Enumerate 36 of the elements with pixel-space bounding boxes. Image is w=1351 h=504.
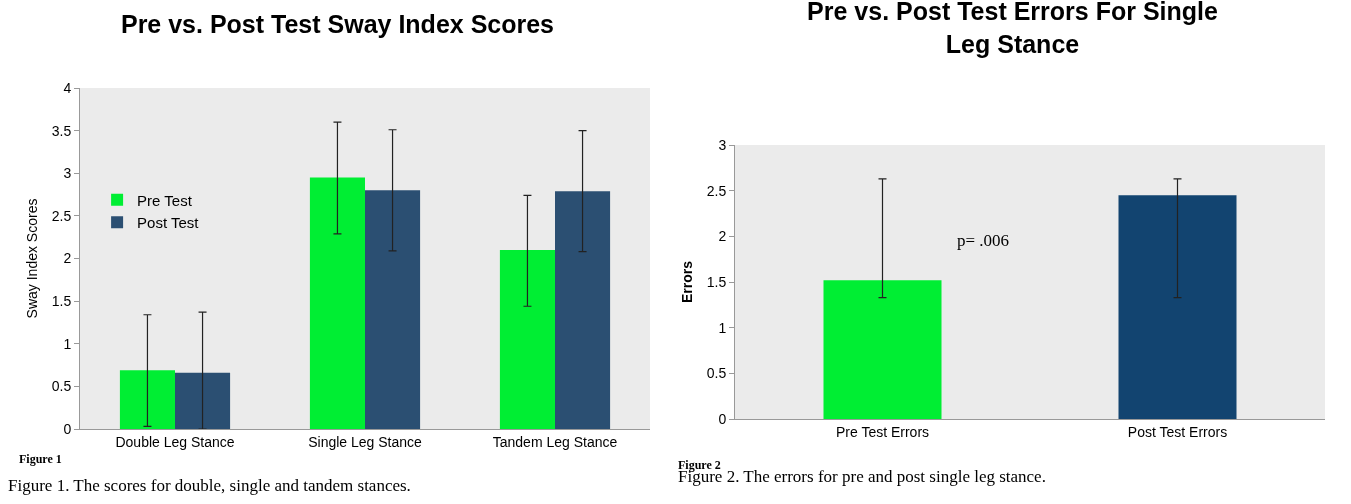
x-tick-label: Pre Test Errors xyxy=(835,423,930,440)
y-tick-label: 0.5 xyxy=(706,365,727,382)
y-tick-label: 3 xyxy=(718,136,727,153)
caption: Figure 1. The scores for double, single and tandem stances. xyxy=(8,476,411,495)
annotation: p= .006 xyxy=(957,231,1010,250)
y-axis-title: Sway Index Scores xyxy=(24,198,41,319)
bar xyxy=(365,190,421,429)
y-tick-label: 2 xyxy=(63,250,72,267)
chart-title: Pre vs. Post Test Sway Index Scores xyxy=(120,9,555,38)
y-tick-label: 1 xyxy=(718,319,727,336)
y-tick-label: 3.5 xyxy=(51,122,72,139)
bar xyxy=(499,249,555,429)
y-tick-label: 1.5 xyxy=(51,293,72,310)
y-tick-label: 1 xyxy=(63,335,72,352)
y-tick-label: 1.5 xyxy=(706,273,727,290)
caption: Figure 1 xyxy=(19,452,62,466)
x-tick-label: Tandem Leg Stance xyxy=(492,433,618,450)
bar xyxy=(119,370,175,429)
y-tick-label: 2.5 xyxy=(706,182,727,199)
y-tick-label: 0 xyxy=(718,410,727,427)
y-tick-label: 2.5 xyxy=(51,207,72,224)
x-tick-label: Single Leg Stance xyxy=(308,433,423,450)
y-tick-label: 0.5 xyxy=(51,378,72,395)
bar xyxy=(309,177,365,429)
y-tick-label: 4 xyxy=(63,79,72,96)
y-tick-label: 2 xyxy=(718,228,727,245)
y-tick-label: 3 xyxy=(63,165,72,182)
y-axis-title: Errors xyxy=(679,260,696,304)
x-tick-label: Double Leg Stance xyxy=(115,433,235,450)
legend-label: Post Test xyxy=(137,214,200,232)
legend-label: Pre Test xyxy=(137,191,193,209)
bar xyxy=(555,191,611,429)
chart-title: Pre vs. Post Test Errors For Single Leg Stance xyxy=(807,0,1218,58)
y-tick-label: 0 xyxy=(63,420,72,437)
bar xyxy=(175,372,231,429)
x-tick-label: Post Test Errors xyxy=(1127,423,1228,440)
